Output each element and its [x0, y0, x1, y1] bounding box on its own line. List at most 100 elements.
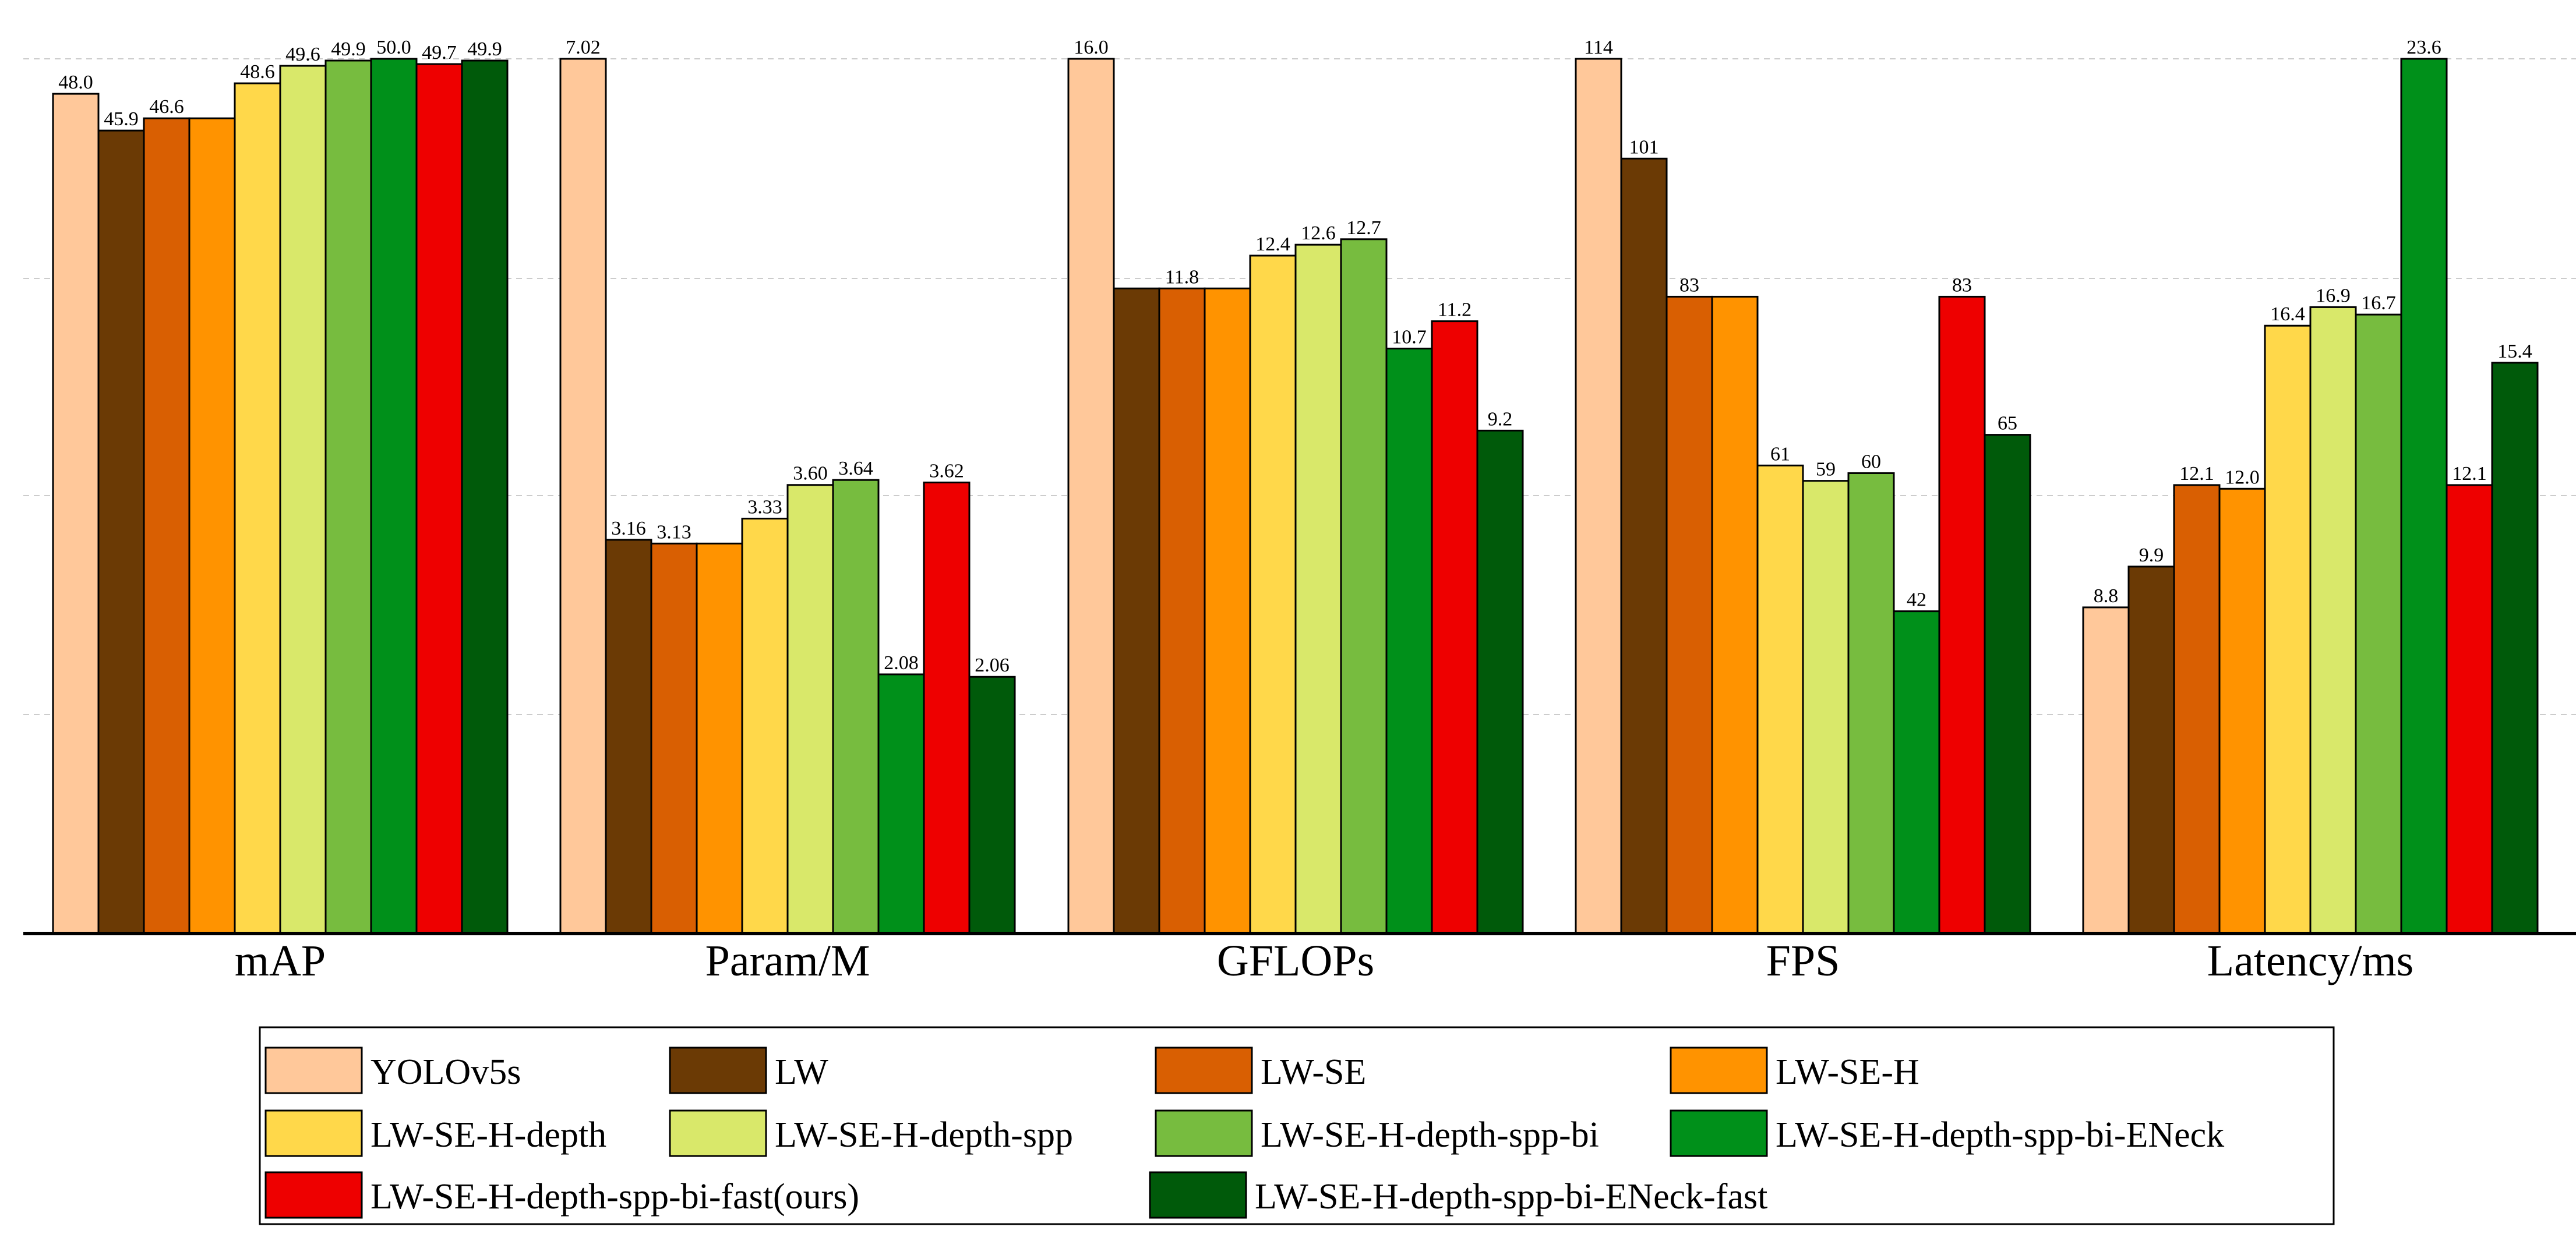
bar	[415, 63, 463, 935]
legend-label: LW	[775, 1052, 828, 1092]
bar-value-label: 16.4	[2270, 303, 2305, 325]
legend-label: LW-SE-H-depth	[370, 1115, 606, 1155]
bar-value-label: 114	[1584, 37, 1613, 58]
bar-value-label: 83	[1952, 274, 1972, 296]
bar	[370, 58, 418, 935]
bar-value-labels: 48.0 45.9 46.6 48.6 49.6 49.9 50.0 49.7 49.9 7.02…	[58, 37, 2532, 676]
bar	[1847, 472, 1895, 935]
bar	[1938, 295, 1986, 935]
bar-value-label: 9.9	[2139, 545, 2164, 566]
bar	[605, 539, 652, 935]
bar	[1249, 254, 1297, 935]
bar-value-label: 16.7	[2361, 292, 2396, 314]
bar	[2491, 362, 2539, 935]
bar	[2218, 487, 2266, 935]
bar-value-label: 23.6	[2406, 37, 2441, 58]
bar	[741, 518, 789, 935]
legend-label: LW-SE-H-depth-spp-bi	[1261, 1115, 1599, 1155]
legend-swatch	[669, 1047, 767, 1094]
bar	[2355, 313, 2402, 935]
bar	[52, 93, 100, 935]
bar	[2127, 565, 2175, 935]
bar	[1340, 238, 1388, 935]
legend-swatch	[1670, 1109, 1768, 1157]
bar	[2264, 324, 2312, 935]
legend-label: YOLOv5s	[370, 1052, 521, 1092]
legend-frame	[259, 1026, 2335, 1225]
bar-value-label: 16.9	[2316, 285, 2351, 306]
bar	[97, 129, 145, 935]
bar	[1158, 287, 1206, 935]
bar-value-label: 15.4	[2497, 341, 2532, 362]
bar	[143, 117, 190, 935]
bar	[559, 58, 607, 935]
bar	[2400, 58, 2448, 935]
category-label: GFLOPs	[1217, 936, 1374, 985]
legend-swatch	[1149, 1171, 1247, 1219]
bar-value-label: 61	[1770, 443, 1790, 465]
bar-value-label: 3.16	[611, 518, 646, 539]
category-labels: mAP Param/M GFLOPs FPS Latency/ms	[235, 936, 2413, 985]
bar	[324, 59, 372, 935]
bar-value-label: 65	[1998, 413, 2017, 434]
bar-value-label: 12.4	[1255, 234, 1290, 255]
bar-value-label: 49.9	[467, 38, 502, 60]
bar-value-label: 83	[1679, 274, 1699, 296]
bar-value-label: 42	[1907, 589, 1926, 611]
bar	[923, 481, 971, 935]
bar-value-label: 60	[1861, 451, 1881, 472]
bar	[1620, 157, 1668, 935]
legend-label: LW-SE-H-depth-spp-bi-ENeck-fast	[1255, 1177, 1767, 1217]
bar	[279, 65, 327, 935]
bar-value-label: 3.62	[929, 460, 964, 482]
bar	[234, 82, 281, 935]
bar	[1385, 348, 1433, 935]
bar-value-label: 12.6	[1301, 222, 1336, 244]
legend-label: LW-SE-H-depth-spp-bi-ENeck	[1776, 1115, 2224, 1155]
bar	[1067, 58, 1115, 935]
category-label: mAP	[235, 936, 326, 985]
bar	[1431, 320, 1478, 935]
bar-value-label: 2.06	[975, 655, 1010, 676]
bar-value-label: 11.2	[1438, 299, 1472, 321]
legend: YOLOv5s LW LW-SE LW-SE-H LW-SE-H-depth LW-SE-…	[264, 1047, 2224, 1219]
bar-value-label: 16.0	[1074, 37, 1109, 58]
bar-value-label: 48.0	[58, 72, 93, 93]
bar-value-label: 9.2	[1488, 408, 1513, 430]
bar	[650, 542, 698, 935]
bar-value-label: 48.6	[240, 61, 275, 83]
legend-label: LW-SE-H-depth-spp	[775, 1115, 1073, 1155]
bar	[1665, 295, 1713, 935]
bar-value-label: 50.0	[376, 37, 411, 58]
category-label: FPS	[1766, 936, 1840, 985]
bar	[1113, 287, 1160, 935]
bar	[877, 673, 925, 935]
bar-value-label: 59	[1816, 459, 1836, 480]
bar	[2082, 606, 2130, 935]
legend-label: LW-SE-H-depth-spp-bi-fast(ours)	[370, 1177, 859, 1217]
bar	[1893, 610, 1940, 935]
bar	[1575, 58, 1622, 935]
legend-swatch	[264, 1171, 363, 1219]
bar	[2173, 484, 2221, 935]
category-label: Latency/ms	[2207, 936, 2414, 985]
bar-value-label: 12.0	[2225, 466, 2260, 488]
bar	[2446, 484, 2493, 935]
category-label: Param/M	[705, 936, 870, 985]
bar-value-label: 3.13	[657, 521, 691, 543]
bar	[1204, 287, 1251, 935]
bar-value-label: 8.8	[2094, 585, 2119, 607]
bar	[1476, 429, 1524, 935]
bar	[1294, 243, 1342, 935]
bar-value-label: 49.9	[331, 38, 366, 60]
bar-value-label: 49.6	[285, 44, 320, 65]
bar-value-label: 3.60	[793, 463, 828, 485]
bar-value-label: 49.7	[422, 42, 457, 63]
bar-value-label: 101	[1629, 136, 1659, 158]
bar-value-label: 2.08	[884, 652, 919, 674]
bar-value-label: 12.1	[2179, 463, 2214, 485]
bar	[696, 542, 743, 935]
bar	[786, 484, 834, 935]
